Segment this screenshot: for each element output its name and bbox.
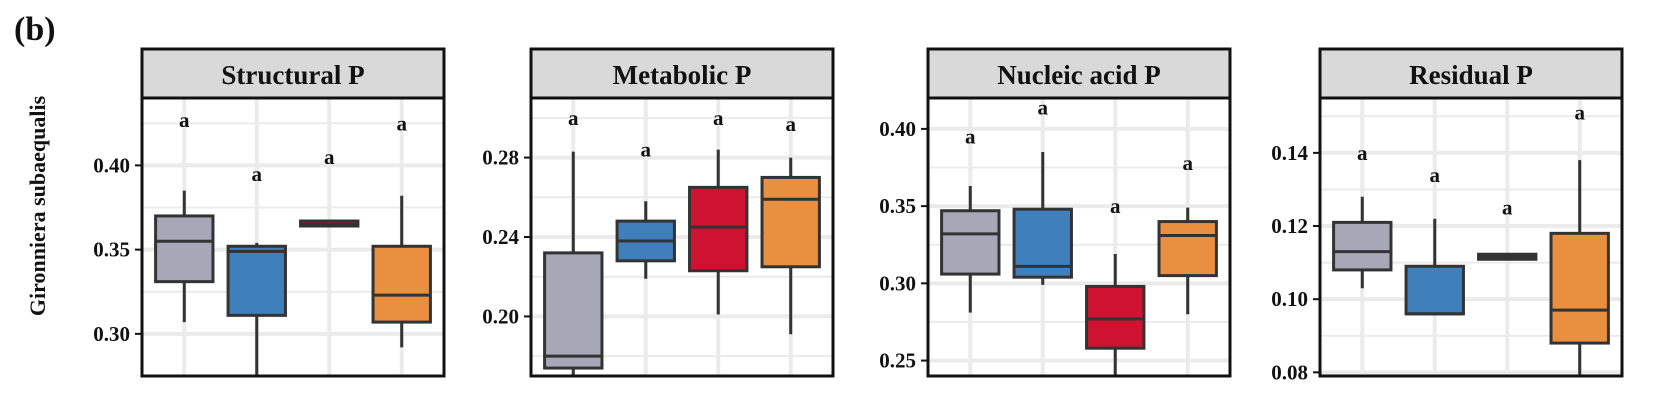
significance-letter-1: a xyxy=(179,108,190,132)
y-tick-label: 0.35 xyxy=(879,194,916,218)
significance-letter-1: a xyxy=(1357,141,1368,165)
y-tick-label: 0.25 xyxy=(879,349,916,373)
significance-letter-3: a xyxy=(1502,196,1513,220)
significance-letter-2: a xyxy=(1430,163,1441,187)
box-3 xyxy=(688,185,749,273)
significance-letter-4: a xyxy=(785,112,796,136)
significance-letter-4: a xyxy=(1182,151,1193,175)
panel-1: a a a a 0.30 0.35 0.40 Structural P xyxy=(93,47,446,378)
significance-letter-4: a xyxy=(396,111,407,135)
y-tick-label: 0.24 xyxy=(482,225,519,249)
significance-letter-2: a xyxy=(641,138,652,162)
y-axis-title: Gironniera subaequalis xyxy=(25,95,50,316)
y-tick-label: 0.12 xyxy=(1271,214,1308,238)
y-tick-label: 0.10 xyxy=(1271,287,1308,311)
box-4 xyxy=(760,175,821,269)
significance-letter-3: a xyxy=(713,106,724,130)
figure-label: (b) xyxy=(14,11,56,48)
significance-letter-2: a xyxy=(1038,95,1049,119)
significance-letter-1: a xyxy=(965,125,976,149)
y-tick-label: 0.35 xyxy=(93,238,130,262)
box-1 xyxy=(940,209,1001,276)
significance-letter-2: a xyxy=(252,162,263,186)
box-2 xyxy=(1404,264,1465,316)
y-tick-label: 0.20 xyxy=(482,304,519,328)
box-1 xyxy=(1332,220,1393,272)
panel-strip xyxy=(1318,47,1624,100)
significance-letter-3: a xyxy=(324,145,335,169)
box-4 xyxy=(371,244,432,324)
box-4 xyxy=(1549,231,1610,345)
panel-strip xyxy=(140,47,446,100)
panel-2: a a a a 0.20 0.24 0.28 Metabolic P xyxy=(482,47,835,378)
panel-3: a a a a 0.25 0.30 0.35 0.40 Nucleic acid P xyxy=(879,47,1232,378)
panel-strip xyxy=(926,47,1232,100)
panel-title: Nucleic acid P xyxy=(997,60,1160,90)
box-2 xyxy=(226,244,287,317)
panel-4: a a a a 0.08 0.10 0.12 0.14 Residual P xyxy=(1271,47,1624,384)
y-tick-label: 0.30 xyxy=(879,271,916,295)
significance-letter-3: a xyxy=(1110,194,1121,218)
panel-title: Metabolic P xyxy=(613,60,752,90)
panel-title: Structural P xyxy=(221,60,364,90)
box-1 xyxy=(154,214,215,284)
y-tick-label: 0.14 xyxy=(1271,141,1308,165)
y-tick-label: 0.40 xyxy=(879,117,916,141)
significance-letter-1: a xyxy=(568,106,579,130)
box-3 xyxy=(1085,284,1146,350)
y-tick-label: 0.40 xyxy=(93,153,130,177)
y-tick-label: 0.28 xyxy=(482,146,519,170)
y-tick-label: 0.08 xyxy=(1271,360,1308,384)
panels: a a a a 0.30 0.35 0.40 Structural P a a a a 0.20 0.24… xyxy=(93,47,1624,384)
y-tick-label: 0.30 xyxy=(93,322,130,346)
box-1 xyxy=(543,251,604,370)
panel-strip xyxy=(529,47,835,100)
box-4 xyxy=(1157,220,1218,278)
significance-letter-4: a xyxy=(1574,101,1585,125)
panel-title: Residual P xyxy=(1409,60,1533,90)
